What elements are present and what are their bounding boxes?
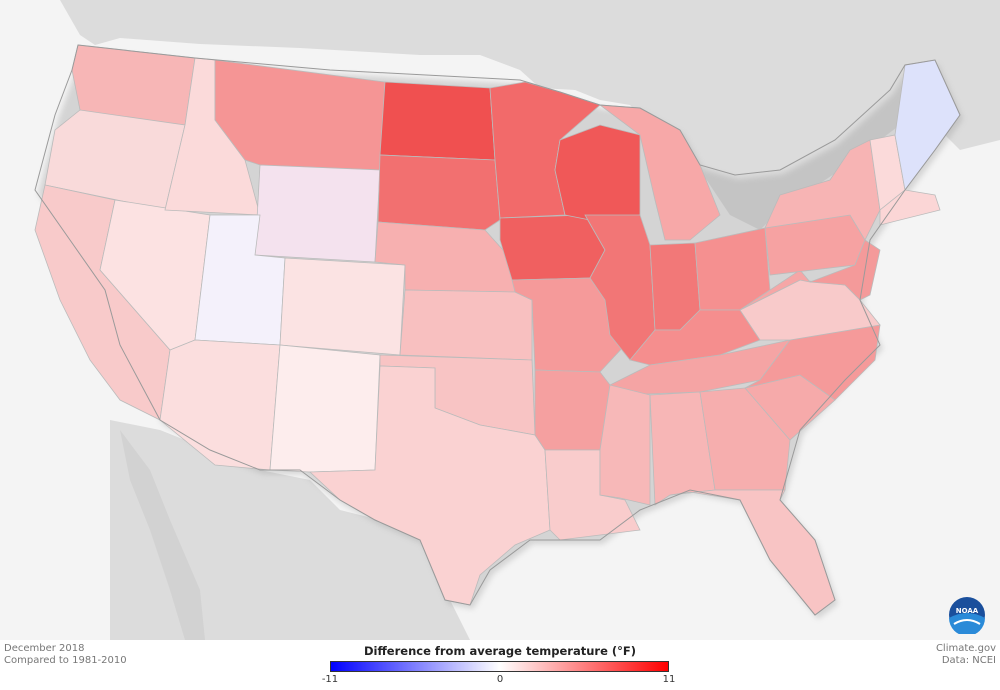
source-info: Climate.gov Data: NCEI [936,643,996,667]
legend-min-label: -11 [321,674,339,685]
map-panel: NOAA [34,0,1000,640]
region-new-mexico [269,344,381,473]
temperature-anomaly-map [34,0,1000,640]
baseline-label: Compared to 1981-2010 [4,655,127,666]
region-southern-new-england [879,189,941,226]
mexico-land [110,420,470,640]
region-mississippi [599,384,651,506]
legend-max-label: 11 [662,674,676,685]
legend-title: Difference from average temperature (°F) [364,644,636,658]
footer: December 2018 Compared to 1981-2010 Diff… [0,640,1000,690]
baja-peninsula [120,430,205,640]
region-west-virginia [739,269,812,311]
noaa-logo: NOAA [949,597,985,634]
period-label: December 2018 [4,643,85,654]
source-site-label: Climate.gov [935,643,996,654]
map-period-info: December 2018 Compared to 1981-2010 [4,643,127,667]
region-colorado [279,257,406,356]
region-wisconsin [554,124,641,223]
region-iowa [499,214,606,281]
canada-land [60,0,1000,230]
legend-mid-label: 0 [496,674,504,685]
legend-color-scale [330,661,669,672]
region-north-dakota [379,81,496,161]
region-florida [669,489,836,616]
region-texas [309,365,551,606]
region-south-dakota [377,154,501,231]
region-wyoming [254,164,381,263]
source-data-label: Data: NCEI [941,655,996,666]
region-illinois [584,214,656,361]
region-georgia [699,387,791,491]
noaa-logo-text: NOAA [956,607,979,615]
region-kansas [399,289,533,361]
region-arkansas [534,369,611,451]
